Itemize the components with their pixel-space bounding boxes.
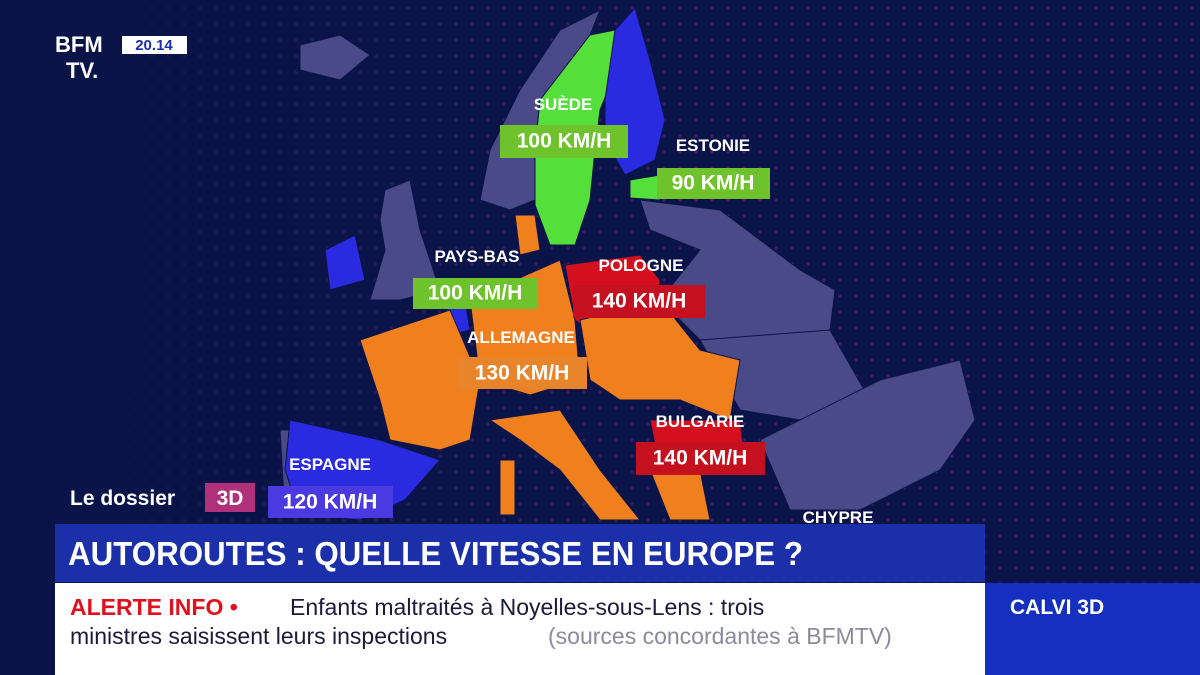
ticker-source: (sources concordantes à BFMTV) (548, 623, 892, 649)
time: 20.14 (135, 37, 173, 54)
country-label: POLOGNE (598, 256, 683, 275)
speed-box (573, 285, 705, 318)
ticker-line-1: Enfants maltraités à Noyelles-sous-Lens … (290, 594, 764, 620)
segment-label: Le dossier (70, 487, 175, 510)
speed-label: 130 KM/H (475, 362, 570, 385)
speed-box (458, 357, 587, 389)
country-label: BULGARIE (656, 412, 745, 431)
logo-top: BFM (55, 32, 103, 57)
speed-label: 140 KM/H (653, 447, 748, 470)
islands (499, 459, 516, 516)
country-label: ESPAGNE (289, 455, 371, 474)
logo: BFM TV. 20.14 (55, 32, 187, 83)
ireland (324, 234, 366, 291)
headline: AUTOROUTES : QUELLE VITESSE EN EUROPE ? (68, 535, 803, 572)
ticker-line-2: ministres saisissent leurs inspections (70, 623, 447, 649)
speed-box (413, 278, 538, 309)
iceland (299, 34, 371, 81)
ticker-band (55, 583, 985, 675)
time-box (122, 36, 187, 54)
country-label: CHYPRE (803, 508, 874, 527)
badge-box (205, 483, 255, 512)
speed-box (636, 442, 765, 475)
speed-label: 140 KM/H (592, 290, 687, 313)
speed-label: 100 KM/H (517, 130, 612, 153)
show-name: CALVI 3D (1010, 596, 1104, 619)
country-label: ESTONIE (676, 136, 750, 155)
uk (369, 179, 441, 301)
speed-label: 120 KM/H (283, 491, 378, 514)
country-label: PAYS-BAS (434, 247, 519, 266)
logo-bottom: TV. (66, 58, 98, 83)
speed-box (268, 486, 393, 518)
turkey (759, 359, 976, 511)
speed-box (500, 125, 628, 158)
estonia (629, 174, 661, 201)
show-box (985, 583, 1200, 675)
italy (488, 409, 642, 521)
denmark (514, 214, 541, 256)
country-label: SUÈDE (534, 95, 593, 114)
country-label: ALLEMAGNE (467, 328, 575, 347)
speed-label: 100 KM/H (428, 282, 523, 305)
map-labels: SUÈDE 100 KM/H ESTONIE 90 KM/H PAYS-BAS … (268, 95, 873, 527)
headline-band (55, 524, 985, 582)
speed-box (657, 168, 770, 199)
segment-badge: 3D (217, 487, 244, 510)
alert-label: ALERTE INFO • (70, 594, 238, 620)
france (359, 309, 481, 451)
speed-label: 90 KM/H (672, 172, 755, 195)
